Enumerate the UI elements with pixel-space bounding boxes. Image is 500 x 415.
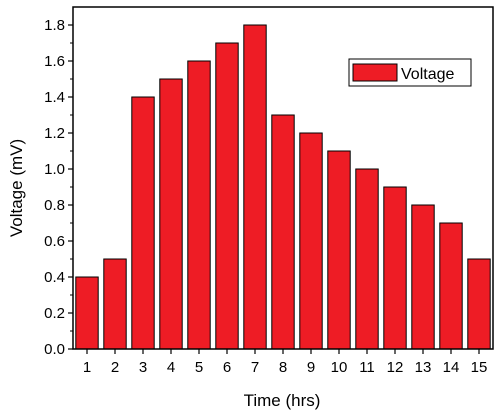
bar-4 xyxy=(159,78,183,350)
bar-1 xyxy=(75,276,99,350)
y-tick-label-4: 0.8 xyxy=(44,197,65,214)
bar-3 xyxy=(131,96,155,350)
x-tick-label-7: 7 xyxy=(251,359,259,376)
x-tick-label-5: 5 xyxy=(195,359,203,376)
bars-group xyxy=(75,24,491,350)
bar-8 xyxy=(271,114,295,350)
bar-14 xyxy=(439,222,463,350)
x-tick-label-11: 11 xyxy=(359,359,375,376)
y-axis-ticks: 0.0 0.2 0.4 0.6 0.8 1.0 1.2 1.4 1.6 1.8 xyxy=(44,17,73,358)
bar-15 xyxy=(467,258,491,350)
x-tick-label-2: 2 xyxy=(111,359,119,376)
x-tick-label-14: 14 xyxy=(443,359,460,376)
y-tick-label-8: 1.6 xyxy=(44,53,65,70)
bar-11 xyxy=(355,168,379,350)
legend-label: Voltage xyxy=(401,66,454,83)
y-tick-label-9: 1.8 xyxy=(44,17,65,34)
x-axis-title: Time (hrs) xyxy=(244,391,321,410)
y-tick-label-3: 0.6 xyxy=(44,233,65,250)
x-axis-ticks: 1 2 3 4 5 6 7 8 9 10 11 12 13 14 15 xyxy=(83,349,488,376)
x-tick-label-13: 13 xyxy=(415,359,432,376)
y-tick-label-1: 0.2 xyxy=(44,305,65,322)
legend: Voltage xyxy=(348,58,472,87)
bar-12 xyxy=(383,186,407,350)
x-tick-label-4: 4 xyxy=(167,359,175,376)
bar-13 xyxy=(411,204,435,350)
y-tick-label-2: 0.4 xyxy=(44,269,65,286)
bar-2 xyxy=(103,258,127,350)
y-tick-label-0: 0.0 xyxy=(44,341,65,358)
bar-7 xyxy=(243,24,267,350)
legend-swatch xyxy=(352,63,398,82)
x-tick-label-8: 8 xyxy=(279,359,287,376)
y-tick-label-6: 1.2 xyxy=(44,125,65,142)
x-tick-label-15: 15 xyxy=(471,359,488,376)
bar-9 xyxy=(299,132,323,350)
y-tick-label-7: 1.4 xyxy=(44,89,65,106)
x-tick-label-10: 10 xyxy=(331,359,348,376)
bar-6 xyxy=(215,42,239,350)
x-tick-label-6: 6 xyxy=(223,359,231,376)
y-axis-title: Voltage (mV) xyxy=(7,139,26,237)
x-tick-label-12: 12 xyxy=(387,359,404,376)
x-tick-label-9: 9 xyxy=(307,359,315,376)
bar-5 xyxy=(187,60,211,350)
x-tick-label-1: 1 xyxy=(83,359,91,376)
plot-frame xyxy=(72,6,494,350)
bar-10 xyxy=(327,150,351,350)
y-tick-label-5: 1.0 xyxy=(44,161,65,178)
x-tick-label-3: 3 xyxy=(139,359,147,376)
